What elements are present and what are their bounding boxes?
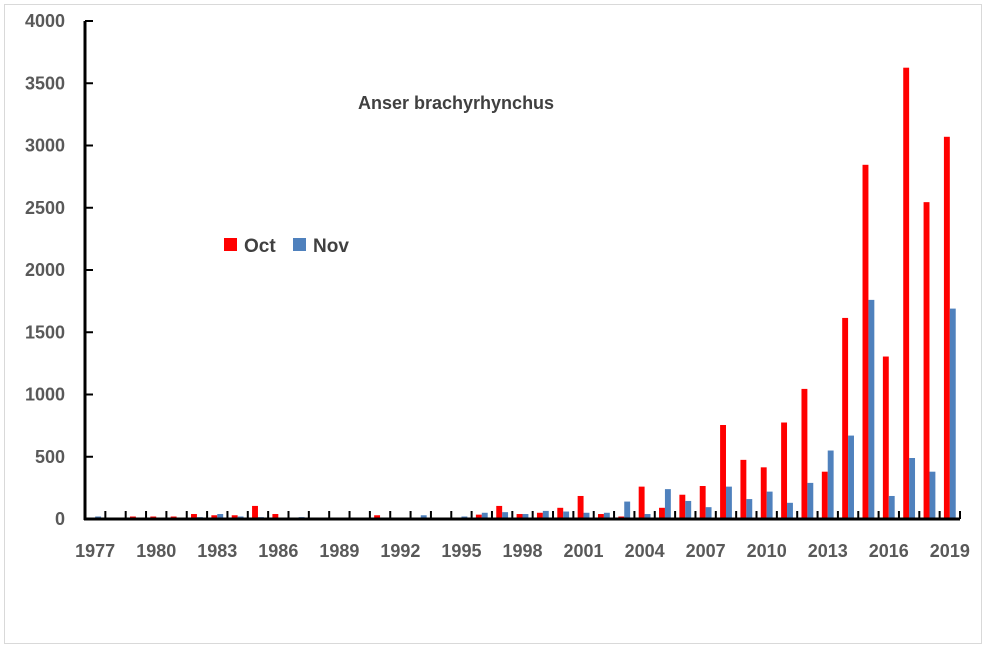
bars-group (89, 67, 956, 520)
bar-nov-2003 (624, 501, 631, 519)
bar-nov-2006 (685, 500, 692, 519)
y-tick-label: 1500 (25, 322, 65, 342)
legend-swatch-nov (293, 238, 306, 251)
bar-nov-2007 (705, 507, 712, 519)
bar-nov-1983 (217, 514, 224, 519)
x-tick-label: 2001 (564, 541, 604, 561)
x-tick-label: 1989 (319, 541, 359, 561)
bar-nov-2010 (766, 491, 773, 519)
bar-nov-2002 (603, 512, 610, 519)
x-tick-label: 2013 (808, 541, 848, 561)
x-tick-label: 2016 (869, 541, 909, 561)
bar-nov-2013 (827, 450, 834, 519)
axes-group: 0 500 1000 1500 2000 2500 3000 3500 4000 1977 1980… (25, 11, 970, 561)
bar-oct-2005 (659, 507, 665, 519)
bar-oct-2008 (720, 425, 726, 519)
bar-oct-2002 (597, 514, 604, 519)
bar-oct-1983 (211, 515, 218, 519)
bar-oct-2019 (943, 136, 950, 520)
y-tick-label: 4000 (25, 11, 65, 31)
legend-label-nov: Nov (313, 236, 349, 257)
x-tick-label: 2007 (686, 541, 726, 561)
bar-nov-1998 (522, 514, 529, 519)
bar-nov-1993 (420, 515, 427, 519)
bar-nov-2019 (949, 308, 956, 519)
bar-nov-2000 (563, 511, 570, 519)
bar-oct-2010 (760, 467, 767, 519)
bar-nov-2001 (583, 512, 590, 519)
bar-oct-2018 (923, 202, 930, 519)
bar-nov-2014 (848, 435, 854, 519)
y-tick-label: 500 (35, 447, 65, 467)
y-tick-label: 2500 (25, 198, 65, 218)
bar-oct-1999 (536, 512, 543, 519)
y-tick-label: 3000 (25, 136, 65, 156)
bar-oct-2007 (699, 486, 706, 519)
bar-oct-1991 (374, 515, 381, 519)
legend: Oct Nov (224, 236, 349, 257)
bar-oct-2016 (882, 356, 889, 519)
y-tick-label: 3500 (25, 73, 65, 93)
bar-oct-2015 (862, 164, 869, 520)
bar-oct-2006 (679, 494, 686, 519)
bar-nov-2009 (746, 499, 753, 519)
bar-nov-2004 (644, 514, 651, 519)
x-tick-label: 1992 (380, 541, 420, 561)
legend-swatch-oct (224, 238, 237, 251)
bar-oct-1985 (252, 505, 258, 519)
bar-oct-2017 (903, 67, 910, 519)
bar-oct-2011 (781, 422, 788, 519)
bar-nov-2018 (929, 471, 936, 519)
chart-frame (4, 4, 982, 644)
bar-nov-2012 (807, 482, 814, 519)
bar-oct-2004 (638, 486, 645, 519)
bar-nov-2016 (888, 495, 895, 519)
y-tick-label: 0 (55, 509, 65, 529)
x-tick-label: 1986 (258, 541, 298, 561)
x-tick-label: 2010 (747, 541, 787, 561)
x-tick-label: 2019 (930, 541, 970, 561)
x-tick-label: 1983 (197, 541, 237, 561)
bar-oct-1984 (231, 515, 238, 519)
bar-oct-1986 (272, 514, 279, 519)
bar-oct-2012 (801, 388, 808, 519)
x-tick-label: 2004 (625, 541, 665, 561)
bar-nov-2017 (909, 458, 916, 519)
bar-oct-1997 (496, 505, 503, 519)
bar-nov-1996 (481, 512, 488, 519)
x-tick-label: 1980 (136, 541, 176, 561)
legend-label-oct: Oct (244, 236, 276, 257)
bar-nov-1997 (502, 512, 509, 519)
chart-title: Anser brachyrhynchus (358, 93, 554, 113)
x-tick-label: 1995 (441, 541, 481, 561)
bar-oct-2014 (842, 317, 849, 519)
bar-nov-2015 (868, 299, 875, 519)
bar-nov-2011 (787, 502, 793, 519)
x-tick-label: 1998 (502, 541, 542, 561)
y-tick-label: 2000 (25, 260, 65, 280)
bar-oct-1996 (475, 514, 482, 519)
bar-oct-1982 (191, 514, 197, 519)
bar-nov-2008 (725, 486, 732, 519)
bar-oct-2013 (821, 471, 828, 519)
y-tick-label: 1000 (25, 385, 65, 405)
bar-oct-2000 (557, 507, 564, 519)
bar-oct-2001 (577, 495, 584, 519)
bar-nov-2005 (664, 489, 671, 519)
bar-oct-2009 (740, 459, 747, 519)
bar-oct-1998 (516, 514, 523, 519)
x-tick-label: 1977 (75, 541, 115, 561)
bar-nov-1999 (542, 510, 549, 519)
